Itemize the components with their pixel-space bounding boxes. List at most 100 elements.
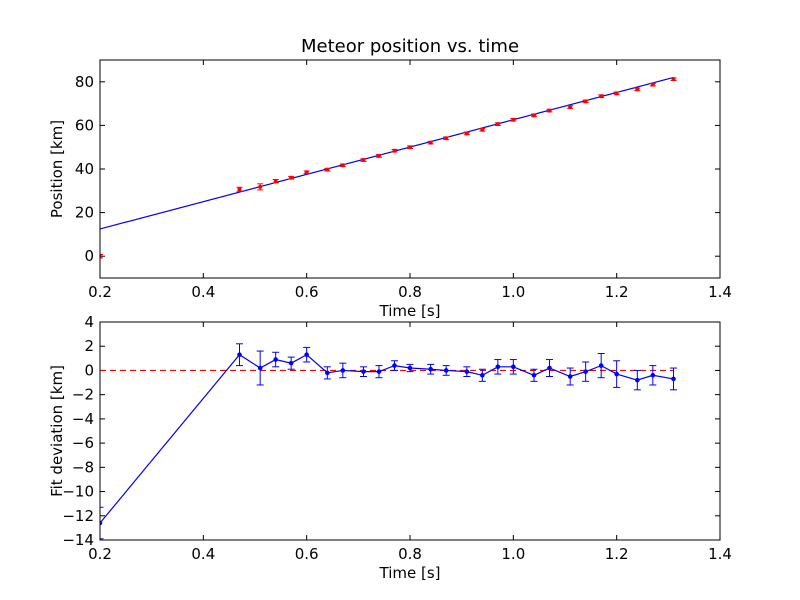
x-tick-label: 1.0 — [501, 545, 525, 563]
point-marker — [258, 184, 263, 189]
data-point — [509, 359, 517, 375]
data-point — [303, 170, 310, 175]
point-marker — [377, 153, 381, 158]
y-tick-label: −14 — [62, 531, 94, 549]
point-marker — [650, 372, 656, 378]
x-tick-label: 0.2 — [88, 545, 112, 563]
data-point — [494, 122, 501, 127]
data-point — [567, 105, 574, 110]
point-marker — [495, 122, 500, 127]
data-point — [633, 369, 641, 391]
fit-line — [100, 76, 674, 230]
point-marker — [325, 370, 330, 376]
data-point — [463, 366, 471, 377]
deviation-line — [100, 353, 674, 524]
data-point — [582, 99, 589, 104]
data-point — [391, 360, 398, 371]
data-point — [531, 113, 537, 118]
data-point — [339, 163, 346, 168]
data-point — [100, 506, 104, 540]
data-point — [649, 82, 656, 87]
point-marker — [257, 365, 263, 371]
x-tick-label: 0.4 — [191, 283, 215, 301]
point-marker — [583, 99, 588, 104]
point-marker — [289, 175, 294, 180]
x-tick-label: 0.6 — [295, 545, 319, 563]
data-point — [303, 346, 311, 363]
point-marker — [511, 364, 516, 370]
data-point — [257, 183, 264, 191]
data-point — [406, 363, 414, 373]
y-tick-label: −12 — [62, 507, 94, 525]
point-marker — [480, 127, 485, 132]
data-point — [613, 360, 621, 388]
point-marker — [304, 352, 309, 358]
data-point — [634, 87, 641, 92]
data-point — [407, 145, 413, 150]
data-point — [598, 94, 605, 99]
point-marker — [635, 377, 640, 383]
data-point — [288, 175, 295, 180]
y-tick-label: −2 — [72, 386, 94, 404]
point-marker — [407, 365, 413, 371]
point-marker — [599, 94, 604, 99]
data-point — [256, 350, 264, 386]
point-marker — [495, 364, 501, 370]
y-tick-label: 4 — [84, 313, 94, 331]
point-marker — [361, 158, 366, 163]
data-point — [510, 117, 517, 122]
data-point — [391, 148, 398, 153]
point-marker — [568, 105, 573, 110]
position-plot: 0.2 0.4 0.6 0.8 1.0 1.2 1.4 0 20 40 60 80 Time [s] Po… — [48, 36, 732, 320]
x-tick-label: 0.6 — [295, 283, 319, 301]
point-marker — [340, 163, 345, 168]
point-marker — [361, 369, 366, 374]
point-marker — [671, 376, 676, 382]
data-point — [272, 178, 279, 184]
point-marker — [237, 352, 242, 358]
data-point — [582, 361, 590, 382]
data-point — [670, 367, 677, 391]
y-tick-label: 40 — [75, 160, 94, 178]
point-marker — [547, 365, 552, 371]
point-marker — [100, 520, 103, 526]
point-marker — [428, 366, 433, 372]
point-marker — [237, 187, 242, 192]
point-marker — [614, 91, 619, 96]
point-marker — [340, 368, 346, 373]
point-marker — [531, 372, 537, 378]
x-tick-label: 0.2 — [88, 283, 112, 301]
data-point — [427, 363, 435, 375]
point-marker — [650, 82, 655, 87]
data-point — [427, 140, 434, 145]
y-axis-label: Position [km] — [48, 120, 66, 218]
data-point — [613, 91, 620, 96]
point-marker — [598, 363, 604, 368]
data-point — [236, 343, 243, 367]
data-point — [272, 351, 280, 368]
x-tick-label: 1.2 — [605, 283, 629, 301]
y-tick-label: −4 — [72, 410, 94, 428]
x-axis-label: Time [s] — [379, 564, 441, 582]
data-point — [463, 131, 470, 136]
data-point — [324, 167, 331, 172]
plot-frame — [99, 59, 721, 279]
data-point — [323, 366, 331, 380]
data-point — [339, 362, 347, 379]
point-marker — [567, 374, 573, 379]
point-marker — [273, 357, 278, 362]
data-point — [566, 367, 574, 386]
x-axis-label: Time [s] — [379, 302, 441, 320]
point-marker — [288, 360, 294, 366]
point-marker — [392, 148, 397, 153]
data-point — [360, 158, 367, 163]
data-point — [670, 77, 677, 82]
data-point — [443, 136, 450, 141]
x-tick-label: 1.2 — [605, 545, 629, 563]
point-marker — [444, 136, 449, 141]
y-tick-label: −10 — [62, 483, 94, 501]
y-tick-label: −6 — [72, 434, 94, 452]
point-marker — [392, 363, 397, 368]
data-point — [546, 359, 553, 377]
y-tick-label: 80 — [75, 73, 94, 91]
